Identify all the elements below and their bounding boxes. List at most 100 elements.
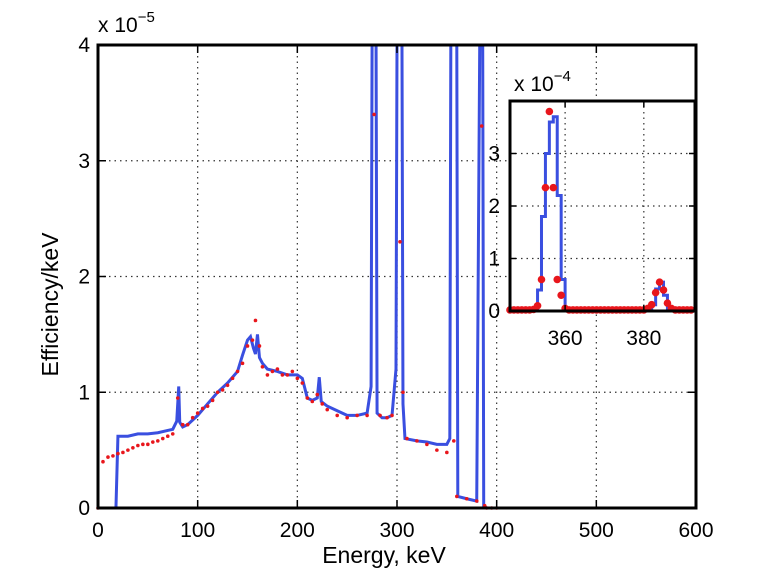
data-point [310,399,315,404]
data-point [257,344,262,348]
data-point [647,300,656,309]
data-point [305,396,310,400]
inset-grid [510,101,695,311]
data-point [385,415,389,420]
data-point [655,278,664,286]
data-point [260,364,265,369]
data-point [405,436,409,441]
data-point [355,413,359,418]
data-point [479,124,484,128]
inset-y-multiplier: x 10−4 [514,68,571,96]
inset-x-tick-labels: 360 380 [548,327,662,350]
data-point [651,288,660,297]
data-point [250,338,255,342]
y-tick-label: 1 [488,248,500,271]
x-tick-label: 300 [379,519,414,542]
x-axis-label: Energy, keV [322,542,446,568]
y-axis-label: Efficiency/keV [37,232,63,377]
x-tick-label: 600 [678,519,713,542]
data-point [533,301,542,310]
data-point [245,344,250,348]
data-point [537,275,546,284]
data-point [101,459,105,464]
data-point [205,404,210,408]
data-point [435,448,439,452]
data-point [175,396,180,400]
inset-y-tick-labels: 0 1 2 3 [488,143,500,324]
data-point [121,450,125,455]
data-point [195,411,200,415]
series-line-0 [98,43,696,510]
main-x-tick-labels: 0 100 200 300 400 500 600 [92,519,713,542]
data-point [545,107,554,116]
data-point [220,388,225,392]
y-tick-label: 4 [78,34,90,57]
y-tick-label: 2 [488,195,500,218]
data-point [225,383,230,388]
data-point [111,454,115,458]
data-point [549,183,558,192]
data-point [230,376,235,381]
main-ticks [97,44,697,509]
data-point [126,448,130,452]
data-point [131,446,135,450]
data-point [253,318,258,323]
x-tick-label: 400 [479,519,514,542]
inset-y-multiplier-base: x 10 [514,73,554,96]
data-point [141,442,145,447]
y-tick-label: 3 [78,150,90,173]
data-point [295,376,300,381]
y-tick-label: 0 [78,497,90,520]
x-tick-label: 200 [280,519,315,542]
x-tick-label: 0 [92,519,104,542]
data-point [425,442,429,447]
data-point [151,440,155,444]
data-point [390,413,394,418]
data-point [455,494,459,499]
data-point [315,392,320,397]
data-point [445,450,449,455]
data-point [335,413,340,418]
data-point [285,373,290,377]
main-series-layer [96,43,696,510]
data-point [415,439,419,443]
y-tick-label: 3 [488,143,500,166]
y-tick-label: 0 [488,300,500,323]
x-tick-label: 360 [548,327,583,350]
inset-y-multiplier-exponent: −4 [554,68,571,85]
data-point [659,286,668,294]
data-point [240,361,245,366]
data-point [474,499,479,503]
data-point [663,299,672,307]
data-point [215,390,220,395]
data-point [325,407,330,412]
data-point [398,239,402,244]
data-point [452,439,456,443]
inset-chart: 360 380 0 1 2 3 x 10−4 [488,68,697,350]
data-point [136,443,140,448]
data-point [106,455,110,459]
data-point [300,381,305,385]
data-point [320,402,325,406]
y-tick-label: 1 [78,381,90,404]
x-tick-label: 500 [579,519,614,542]
data-point [190,415,195,420]
data-point [365,413,369,418]
inset-ticks [510,101,695,312]
data-point [557,291,565,300]
main-y-multiplier-exponent: −5 [138,9,155,26]
data-point [116,451,120,456]
data-point [401,390,405,395]
data-point [553,275,562,284]
data-point [280,373,285,377]
data-point [160,436,165,441]
y-tick-label: 2 [78,266,90,289]
data-point [290,369,295,374]
data-point [200,406,205,411]
data-point [541,183,550,192]
data-point [270,369,275,374]
data-point [146,442,150,447]
series-line-0 [510,115,695,312]
main-y-multiplier: x 10−5 [98,9,155,37]
